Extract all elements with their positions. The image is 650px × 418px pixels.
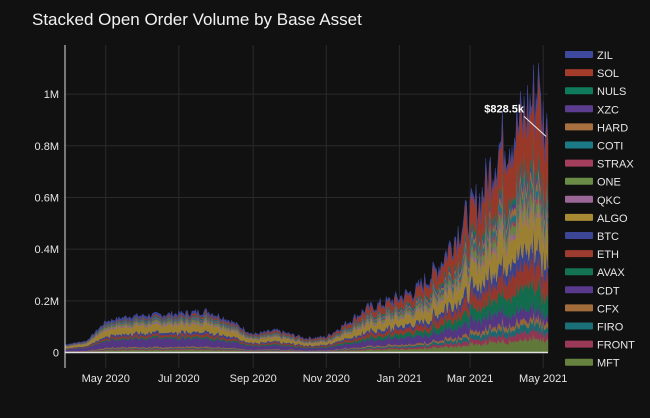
legend-swatch-eth	[565, 250, 593, 258]
legend-label-cdt: CDT	[597, 285, 620, 297]
legend-swatch-firo	[565, 322, 593, 330]
legend-label-avax: AVAX	[597, 267, 625, 279]
legend-label-zil: ZIL	[597, 50, 613, 62]
legend-swatch-nuls	[565, 87, 593, 95]
y-tick-label: 0	[53, 347, 59, 359]
legend-label-strax: STRAX	[597, 159, 634, 171]
legend-swatch-zil	[565, 51, 593, 58]
annotation: $828.5k	[484, 103, 547, 137]
legend-swatch-xzc	[565, 105, 593, 113]
chart-title: Stacked Open Order Volume by Base Asset	[32, 10, 362, 29]
legend-label-nuls: NULS	[597, 86, 626, 98]
legend-swatch-front	[565, 340, 593, 348]
legend-swatch-qkc	[565, 195, 593, 203]
y-tick-label: 0.4M	[35, 244, 59, 256]
stacked-areas[interactable]	[64, 63, 549, 353]
legend-label-btc: BTC	[597, 231, 619, 243]
y-tick-label: 0.2M	[35, 296, 59, 308]
x-tick-label: May 2020	[82, 373, 130, 385]
legend-swatch-algo	[565, 213, 593, 221]
annotation-arrow	[523, 116, 547, 137]
x-tick-label: Sep 2020	[230, 373, 277, 385]
legend-label-one: ONE	[597, 177, 621, 189]
legend-swatch-btc	[565, 232, 593, 239]
legend[interactable]: ZIL SOL NULS XZC HARD COTI STRAX ONE QKC ALGO BTC E…	[565, 50, 635, 370]
x-tick-label: Jul 2020	[158, 373, 200, 385]
x-tick-label: May 2021	[519, 373, 567, 385]
legend-label-hard: HARD	[597, 122, 628, 134]
area-zil	[64, 63, 549, 346]
y-tick-label: 1M	[44, 89, 59, 101]
x-tick-label: Nov 2020	[303, 373, 350, 385]
legend-label-sol: SOL	[597, 68, 619, 80]
legend-swatch-hard	[565, 123, 593, 131]
legend-swatch-cdt	[565, 286, 593, 294]
legend-label-qkc: QKC	[597, 195, 621, 207]
x-tick-label: Mar 2021	[447, 373, 493, 385]
y-tick-label: 0.8M	[35, 141, 59, 153]
legend-label-cfx: CFX	[597, 303, 620, 315]
legend-label-xzc: XZC	[597, 104, 619, 116]
legend-swatch-strax	[565, 159, 593, 167]
legend-swatch-sol	[565, 69, 593, 77]
legend-label-coti: COTI	[597, 141, 623, 153]
legend-label-eth: ETH	[597, 249, 619, 261]
legend-label-firo: FIRO	[597, 322, 624, 334]
x-tick-label: Jan 2021	[377, 373, 422, 385]
legend-swatch-one	[565, 177, 593, 185]
legend-swatch-cfx	[565, 304, 593, 312]
legend-label-algo: ALGO	[597, 213, 628, 225]
legend-label-front: FRONT	[597, 340, 635, 352]
legend-swatch-avax	[565, 268, 593, 276]
y-tick-label: 0.6M	[35, 192, 59, 204]
legend-label-mft: MFT	[597, 358, 620, 370]
annotation-label: $828.5k	[484, 103, 525, 115]
axes: 0 0.2M 0.4M 0.6M 0.8M 1M May 2020 Jul 2020 Sep 2…	[35, 45, 567, 385]
legend-swatch-mft	[565, 358, 593, 366]
legend-swatch-coti	[565, 141, 593, 149]
